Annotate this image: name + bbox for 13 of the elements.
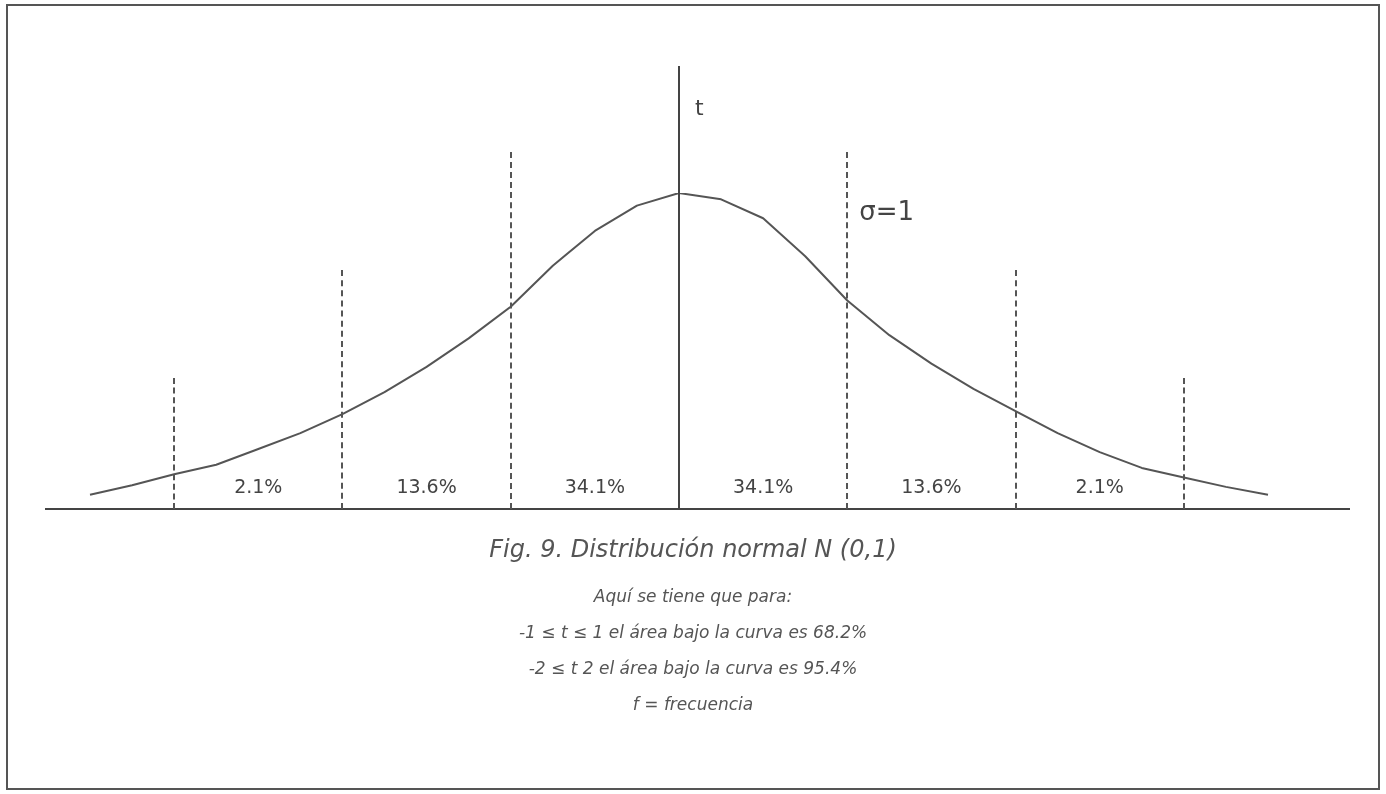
annotation: 2.1% (1075, 475, 1124, 497)
text: -2 ≤ t 2 el área bajo la curva es 95.4% (527, 657, 859, 680)
annotation: 13.6% (396, 475, 457, 497)
text: Aquí se tiene que para: (592, 585, 794, 608)
annotation: 34.1% (732, 475, 794, 497)
text: -1 ≤ t ≤ 1 el área bajo la curva es 68.2% (517, 621, 869, 644)
annotation: 2.1% (234, 475, 283, 497)
annotation: 13.6% (901, 475, 962, 497)
text: Fig. 9. Distribución normal N (0,1) (488, 535, 898, 563)
text: f = frecuencia (631, 693, 755, 716)
annotation: σ=1 (859, 196, 915, 226)
annotation: 34.1% (564, 475, 626, 497)
y-axis-title: t (695, 94, 704, 120)
